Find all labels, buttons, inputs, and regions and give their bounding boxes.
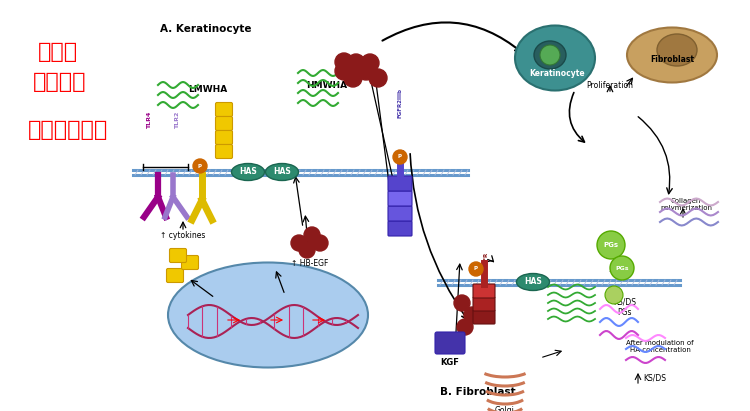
- Circle shape: [335, 53, 353, 71]
- Text: A. Keratinocyte: A. Keratinocyte: [160, 24, 251, 34]
- Text: PGs: PGs: [615, 266, 628, 270]
- Text: P: P: [398, 155, 402, 159]
- FancyBboxPatch shape: [215, 131, 232, 145]
- FancyBboxPatch shape: [388, 176, 412, 191]
- FancyBboxPatch shape: [215, 145, 232, 159]
- FancyBboxPatch shape: [473, 310, 495, 324]
- Circle shape: [291, 235, 307, 251]
- Ellipse shape: [534, 41, 566, 69]
- Text: KS/DS: KS/DS: [643, 373, 666, 382]
- Circle shape: [369, 69, 387, 87]
- Ellipse shape: [266, 164, 298, 180]
- Circle shape: [357, 62, 375, 80]
- Text: Cyt-R: Cyt-R: [200, 164, 205, 179]
- Ellipse shape: [168, 263, 368, 367]
- Text: HAS: HAS: [239, 168, 256, 176]
- FancyBboxPatch shape: [388, 191, 412, 206]
- Circle shape: [193, 159, 207, 173]
- Text: HAS: HAS: [273, 168, 291, 176]
- Text: P: P: [474, 266, 478, 272]
- Text: PGs: PGs: [604, 242, 619, 248]
- Circle shape: [469, 262, 483, 276]
- Text: KS/DS
PGs: KS/DS PGs: [614, 298, 637, 317]
- Circle shape: [540, 45, 560, 65]
- Circle shape: [393, 150, 407, 164]
- Text: Golgi
apartus: Golgi apartus: [490, 406, 520, 411]
- Text: 相关炎症因子: 相关炎症因子: [28, 120, 108, 140]
- Text: LMWHA: LMWHA: [188, 85, 228, 94]
- Circle shape: [344, 69, 362, 87]
- Text: After modulation of
HA concentration: After modulation of HA concentration: [626, 340, 694, 353]
- FancyBboxPatch shape: [182, 256, 199, 270]
- FancyBboxPatch shape: [473, 297, 495, 311]
- Circle shape: [464, 307, 480, 323]
- Text: TLR4: TLR4: [148, 112, 152, 129]
- Text: HAS: HAS: [524, 277, 542, 286]
- Ellipse shape: [657, 34, 697, 66]
- Circle shape: [457, 319, 473, 335]
- Text: 小分子: 小分子: [38, 42, 78, 62]
- Ellipse shape: [517, 273, 550, 291]
- Text: B. Fibroblast: B. Fibroblast: [440, 387, 516, 397]
- FancyBboxPatch shape: [215, 116, 232, 131]
- Text: P: P: [198, 164, 202, 169]
- Text: HMWHA: HMWHA: [307, 81, 347, 90]
- FancyBboxPatch shape: [215, 102, 232, 116]
- FancyBboxPatch shape: [473, 284, 495, 298]
- Ellipse shape: [627, 28, 717, 83]
- Circle shape: [361, 54, 379, 72]
- Text: Fibroblast: Fibroblast: [650, 55, 694, 65]
- Text: Proliferation: Proliferation: [586, 81, 634, 90]
- Ellipse shape: [515, 25, 595, 90]
- Text: Keratinocyte: Keratinocyte: [530, 69, 585, 78]
- FancyBboxPatch shape: [388, 221, 412, 236]
- FancyBboxPatch shape: [388, 206, 412, 221]
- Circle shape: [347, 54, 365, 72]
- Text: Collagen
polymerization: Collagen polymerization: [660, 198, 712, 211]
- Circle shape: [299, 242, 315, 258]
- Circle shape: [304, 227, 320, 243]
- FancyBboxPatch shape: [170, 249, 187, 263]
- Circle shape: [597, 231, 625, 259]
- FancyBboxPatch shape: [166, 268, 184, 282]
- Text: 透明质酸: 透明质酸: [33, 72, 87, 92]
- Circle shape: [605, 286, 623, 304]
- Circle shape: [454, 295, 470, 311]
- Text: TLR2: TLR2: [176, 112, 181, 129]
- Circle shape: [312, 235, 328, 251]
- Text: KGF: KGF: [440, 358, 460, 367]
- Text: EGFR: EGFR: [484, 252, 488, 268]
- Circle shape: [610, 256, 634, 280]
- Text: FGFR2IIIb: FGFR2IIIb: [398, 88, 403, 118]
- Text: ↑ cytokines: ↑ cytokines: [160, 231, 206, 240]
- Text: ↑ HB-EGF: ↑ HB-EGF: [291, 259, 328, 268]
- Ellipse shape: [232, 164, 265, 180]
- FancyBboxPatch shape: [435, 332, 465, 354]
- Circle shape: [335, 62, 353, 80]
